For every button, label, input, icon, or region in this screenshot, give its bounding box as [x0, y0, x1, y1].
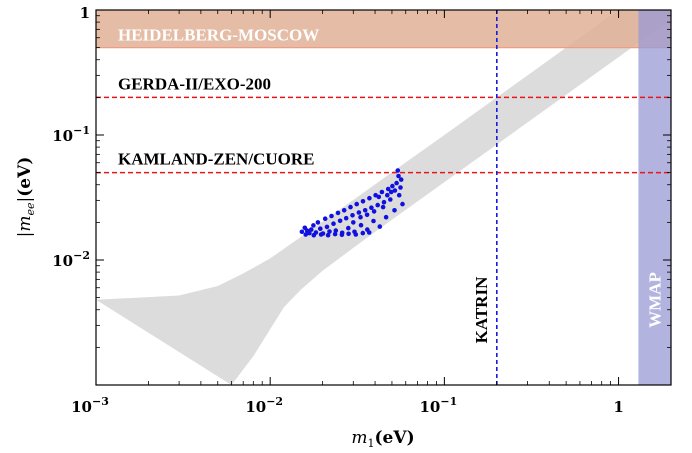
- scatter-point-23: [350, 213, 355, 218]
- scatter-point-42: [390, 183, 395, 189]
- vertical-limit-line-label-0: KATRIN: [472, 276, 491, 343]
- x-tick-label-3: 1: [613, 398, 623, 416]
- scatter-point-60: [351, 220, 356, 225]
- scatter-point-31: [367, 195, 372, 201]
- y-tick-label-0: 10−2: [52, 249, 90, 270]
- scatter-point-46: [396, 192, 402, 198]
- scatter-point-28: [360, 199, 366, 204]
- scatter-point-61: [358, 214, 363, 220]
- scatter-point-55: [339, 232, 345, 238]
- scatter-point-65: [380, 204, 386, 210]
- scatter-point-49: [396, 173, 401, 179]
- allowed-region: [96, 10, 671, 385]
- scatter-point-36: [377, 224, 383, 229]
- scatter-point-20: [343, 215, 349, 221]
- y-tick-label-1: 10−1: [52, 124, 90, 145]
- y-axis-title: |mee|(eV): [15, 157, 37, 238]
- axis-ticks: 10−3 10−2 10−1 1 10−2 10−1 1: [52, 4, 672, 416]
- y-tick-label-2: 1: [80, 4, 90, 22]
- scatter-point-25: [354, 201, 360, 207]
- limit-line-label-1: KAMLAND-ZEN/CUORE: [118, 150, 314, 169]
- scatter-point-33: [371, 218, 376, 224]
- scatter-point-63: [371, 209, 377, 214]
- scatter-point-48: [400, 201, 405, 207]
- scatter-point-66: [385, 192, 390, 198]
- scatter-point-32: [369, 205, 374, 210]
- vertical-band-label-0: WMAP: [646, 272, 665, 328]
- scatter-point-51: [311, 232, 317, 238]
- scatter-point-38: [381, 199, 387, 205]
- scatter-point-21: [346, 225, 351, 231]
- scatter-point-39: [383, 214, 389, 220]
- scatter-point-5: [311, 223, 316, 228]
- scatter-point-0: [299, 229, 305, 235]
- scatter-point-52: [318, 232, 324, 237]
- scatter-point-67: [388, 189, 394, 195]
- scatter-point-27: [358, 222, 364, 228]
- scatter-point-12: [327, 229, 332, 234]
- scatter-point-8: [318, 226, 323, 231]
- exclusion-band-0: [96, 10, 671, 48]
- scatter-point-19: [341, 208, 347, 213]
- band-label-0: HEIDELBERG-MOSCOW: [118, 26, 319, 45]
- scatter-point-15: [333, 228, 339, 233]
- x-tick-label-2: 10−1: [420, 395, 458, 416]
- band-labels: HEIDELBERG-MOSCOW WMAP GERDA-II/EXO-200 KAM…: [118, 26, 665, 344]
- x-axis-title: m1(eV): [351, 428, 414, 450]
- plot-frame: [95, 9, 672, 386]
- scatter-point-47: [398, 177, 404, 182]
- scatter-point-57: [353, 232, 359, 237]
- scatter-point-43: [392, 208, 397, 213]
- scatter-point-22: [348, 204, 353, 210]
- scatter-point-50: [303, 232, 309, 237]
- vertical-band-0: [638, 10, 671, 385]
- scatter-point-64: [376, 194, 382, 200]
- scatter-point-45: [395, 168, 401, 173]
- scatter-point-14: [331, 221, 336, 226]
- scatter-point-16: [335, 210, 341, 216]
- scatter-point-41: [388, 197, 393, 202]
- scatter-point-17: [337, 218, 343, 224]
- scatter-point-37: [379, 189, 385, 195]
- scatter-point-62: [364, 212, 370, 218]
- limit-line-label-0: GERDA-II/EXO-200: [118, 74, 271, 93]
- scatter-point-7: [315, 220, 321, 225]
- scatter-point-54: [332, 231, 338, 237]
- scatter-point-3: [307, 230, 312, 236]
- scatter-point-13: [329, 213, 334, 219]
- x-tick-label-0: 10−3: [71, 395, 109, 416]
- scatter-point-59: [366, 230, 372, 235]
- scatter-point-10: [322, 216, 328, 221]
- scatter-point-58: [360, 230, 366, 236]
- x-tick-label-1: 10−2: [245, 395, 283, 416]
- scatter-point-4: [308, 227, 314, 232]
- plot-area: [96, 10, 671, 385]
- scatter-point-26: [356, 210, 362, 215]
- scatter-point-35: [375, 202, 381, 208]
- scatter-point-56: [346, 231, 351, 237]
- scatter-point-11: [324, 224, 330, 230]
- scatter-point-68: [392, 188, 398, 193]
- scatter-point-44: [394, 180, 399, 186]
- scatter-point-29: [362, 208, 368, 213]
- scatter-point-69: [398, 185, 403, 190]
- scatter-point-40: [385, 186, 391, 192]
- scatter-point-53: [325, 232, 331, 238]
